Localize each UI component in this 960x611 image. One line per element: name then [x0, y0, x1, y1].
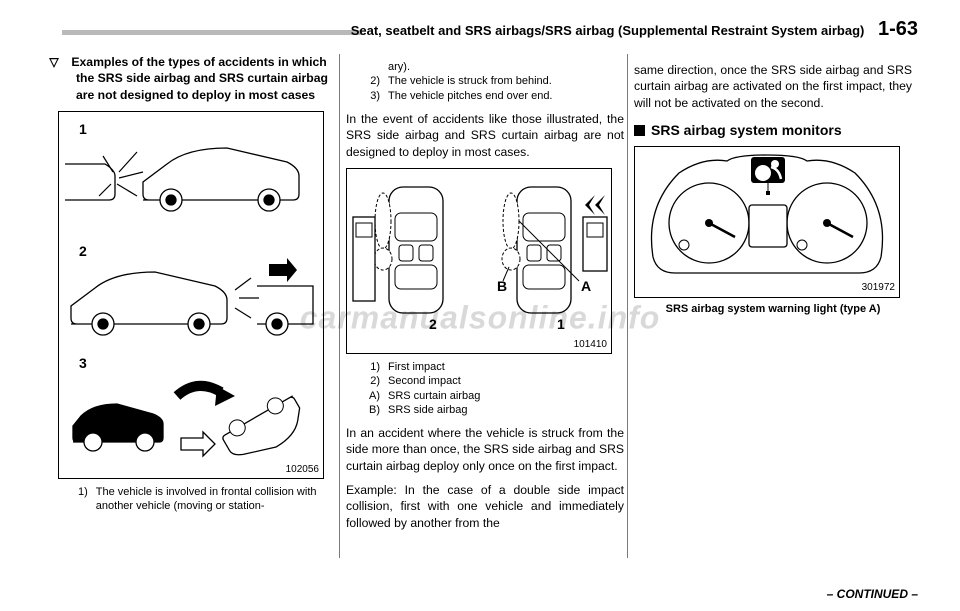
square-bullet-icon — [634, 125, 645, 136]
airbag-warning-icon — [751, 157, 785, 183]
svg-text:2: 2 — [429, 316, 437, 332]
page-number: 1-63 — [878, 18, 918, 40]
list-item: ary). — [388, 60, 410, 74]
figure-double-impact: A B — [346, 168, 612, 354]
subheading-text: SRS airbag system monitors — [651, 122, 842, 138]
legend-item: Second impact — [388, 374, 461, 388]
panel-label-3: 3 — [79, 355, 87, 371]
cluster-svg — [635, 147, 901, 299]
figure-notes: 1) The vehicle is involved in frontal co… — [78, 485, 336, 514]
figure-instrument-cluster: 301972 — [634, 146, 900, 298]
list-item: The vehicle is struck from behind. — [388, 74, 552, 88]
section-heading: ▽ Examples of the types of accidents in … — [58, 54, 336, 103]
manual-page: Seat, seatbelt and SRS airbags/SRS airba… — [0, 0, 960, 611]
header-rule — [62, 30, 362, 35]
figure-legend: 1)First impact 2)Second impact A)SRS cur… — [366, 360, 624, 417]
legend-item: SRS side airbag — [388, 403, 468, 417]
paragraph: In the event of accidents like those ill… — [346, 111, 624, 160]
panel-label-1: 1 — [79, 121, 87, 137]
triangle-icon: ▽ — [58, 54, 68, 70]
figure-collision-types: 1 2 — [58, 111, 324, 479]
figure-id: 102056 — [286, 463, 319, 476]
figure-id: 101410 — [574, 338, 607, 351]
double-impact-svg: A B — [347, 169, 613, 355]
column-1: ▽ Examples of the types of accidents in … — [58, 54, 336, 587]
paragraph: same direction, once the SRS side airbag… — [634, 62, 912, 111]
text-columns: ▽ Examples of the types of accidents in … — [58, 54, 918, 587]
figure-caption: SRS airbag system warning light (type A) — [634, 302, 912, 317]
note-text: The vehicle is involved in frontal colli… — [96, 485, 336, 514]
column-3: same direction, once the SRS side airbag… — [634, 54, 912, 587]
svg-text:B: B — [497, 278, 507, 294]
subheading: SRS airbag system monitors — [634, 121, 912, 140]
legend-item: SRS curtain airbag — [388, 389, 480, 403]
breadcrumb-text: Seat, seatbelt and SRS airbags/SRS airba… — [351, 23, 865, 38]
column-divider — [627, 54, 628, 558]
column-divider — [339, 54, 340, 558]
continuation-list: ary). 2)The vehicle is struck from behin… — [366, 60, 624, 103]
heading-text: Examples of the types of accidents in wh… — [71, 55, 328, 102]
arrow-icon — [269, 258, 297, 282]
column-2: ary). 2)The vehicle is struck from behin… — [346, 54, 624, 587]
figure-id: 301972 — [862, 281, 895, 294]
svg-text:A: A — [581, 278, 591, 294]
continued-indicator: – CONTINUED – — [827, 587, 918, 601]
panel-label-2: 2 — [79, 243, 87, 259]
paragraph: Example: In the case of a double side im… — [346, 482, 624, 531]
paragraph: In an accident where the vehicle is stru… — [346, 425, 624, 474]
collision-diagram-svg: 1 2 — [59, 112, 325, 480]
note-label: 1) — [78, 485, 88, 514]
legend-item: First impact — [388, 360, 445, 374]
list-item: The vehicle pitches end over end. — [388, 89, 553, 103]
page-header: Seat, seatbelt and SRS airbags/SRS airba… — [351, 18, 918, 41]
svg-text:1: 1 — [557, 316, 565, 332]
